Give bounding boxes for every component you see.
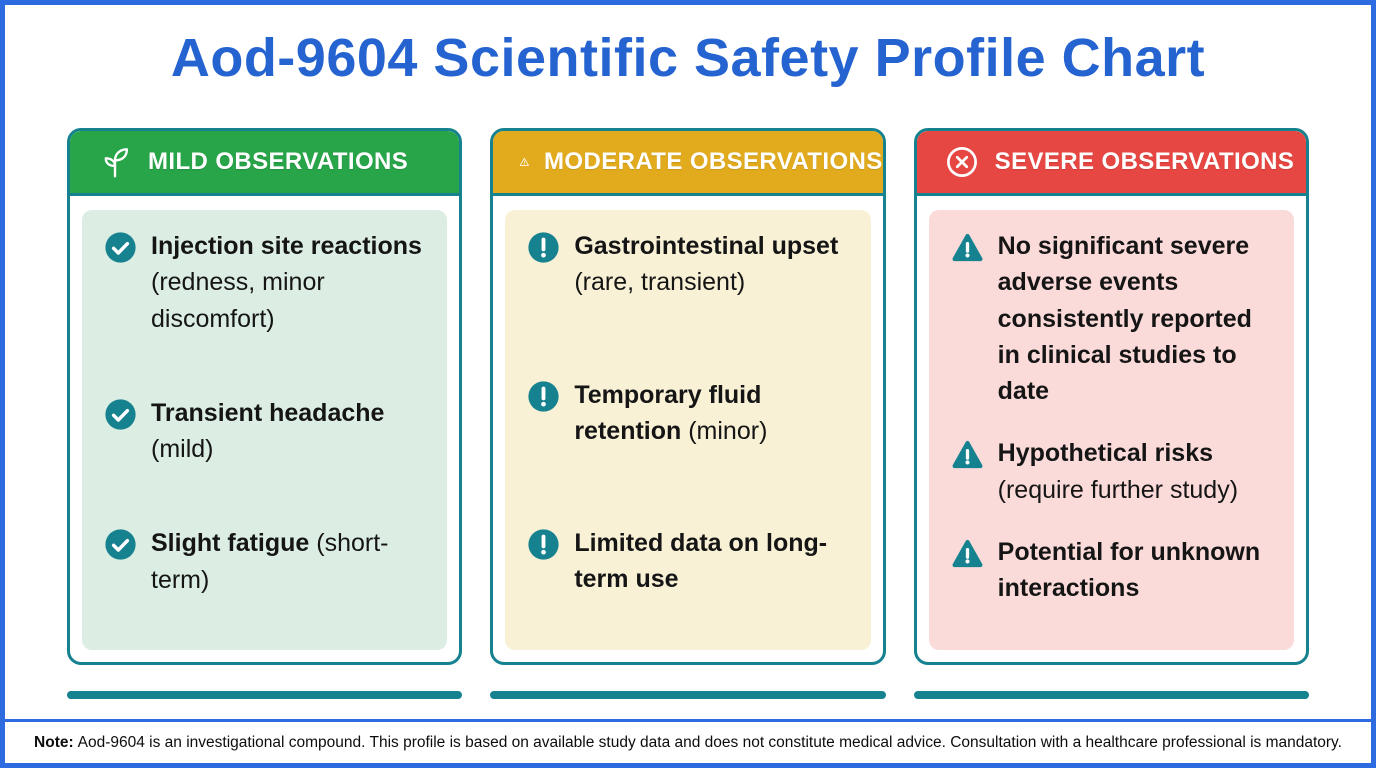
note-label: Note:	[34, 733, 74, 751]
list-item: Limited data on long-term use	[521, 525, 854, 598]
columns-row: MILD OBSERVATIONS Injection site reactio…	[67, 128, 1309, 699]
list-item-text: No significant severe adverse events con…	[997, 232, 1252, 405]
list-item: Transient headache (mild)	[98, 395, 431, 468]
column-header-severe: SEVERE OBSERVATIONS	[916, 131, 1306, 196]
column-severe: SEVERE OBSERVATIONS No significant sever…	[913, 128, 1309, 699]
list-item: No significant severe adverse events con…	[945, 228, 1278, 409]
column-header-mild: MILD OBSERVATIONS	[70, 131, 460, 196]
exclamation-circle-icon	[527, 380, 560, 413]
list-item-text: Limited data on long-term use	[574, 529, 828, 594]
list-item: Injection site reactions (redness, minor…	[98, 228, 431, 337]
x-circle-icon	[943, 143, 981, 181]
note-text: Aod-9604 is an investigational compound.…	[77, 733, 1342, 751]
sprout-icon	[96, 143, 134, 181]
column-header-moderate: MODERATE OBSERVATIONS	[493, 131, 883, 196]
footer-note: Note: Aod-9604 is an investigational com…	[5, 719, 1371, 763]
list-item: Temporary fluid retention (minor)	[521, 377, 854, 450]
column-underline-bar	[490, 691, 886, 699]
column-header-label: MODERATE OBSERVATIONS	[544, 148, 883, 175]
column-header-label: SEVERE OBSERVATIONS	[994, 148, 1295, 175]
column-mild: MILD OBSERVATIONS Injection site reactio…	[67, 128, 463, 699]
list-item: Potential for unknown interactions	[945, 534, 1278, 607]
warning-triangle-outline-icon	[519, 143, 530, 181]
column-moderate: MODERATE OBSERVATIONS Gastrointestinal u…	[490, 128, 886, 699]
column-body-moderate: Gastrointestinal upset (rare, transient)…	[505, 210, 871, 650]
list-item-text: Slight fatigue (short-term)	[151, 529, 389, 594]
exclamation-circle-icon	[527, 231, 560, 264]
warning-triangle-icon	[951, 537, 984, 570]
column-header-label: MILD OBSERVATIONS	[148, 148, 409, 175]
list-item: Slight fatigue (short-term)	[98, 525, 431, 598]
warning-triangle-icon	[951, 231, 984, 264]
list-item: Gastrointestinal upset (rare, transient)	[521, 228, 854, 301]
column-body-mild: Injection site reactions (redness, minor…	[82, 210, 448, 650]
column-underline-bar	[913, 691, 1309, 699]
list-item-text: Transient headache (mild)	[151, 398, 385, 463]
exclamation-circle-icon	[527, 528, 560, 561]
column-body-severe: No significant severe adverse events con…	[928, 210, 1294, 650]
list-item: Hypothetical risks (require further stud…	[945, 435, 1278, 508]
list-item-text: Injection site reactions (redness, minor…	[151, 232, 422, 333]
column-underline-bar	[67, 691, 463, 699]
list-item-text: Hypothetical risks (require further stud…	[997, 439, 1239, 504]
list-item-text: Gastrointestinal upset (rare, transient)	[574, 232, 839, 297]
check-circle-icon	[104, 528, 137, 561]
check-circle-icon	[104, 398, 137, 431]
warning-triangle-icon	[951, 438, 984, 471]
check-circle-icon	[104, 231, 137, 264]
list-item-text: Temporary fluid retention (minor)	[574, 380, 768, 445]
page-title: Aod-9604 Scientific Safety Profile Chart	[170, 28, 1206, 88]
list-item-text: Potential for unknown interactions	[997, 537, 1261, 602]
